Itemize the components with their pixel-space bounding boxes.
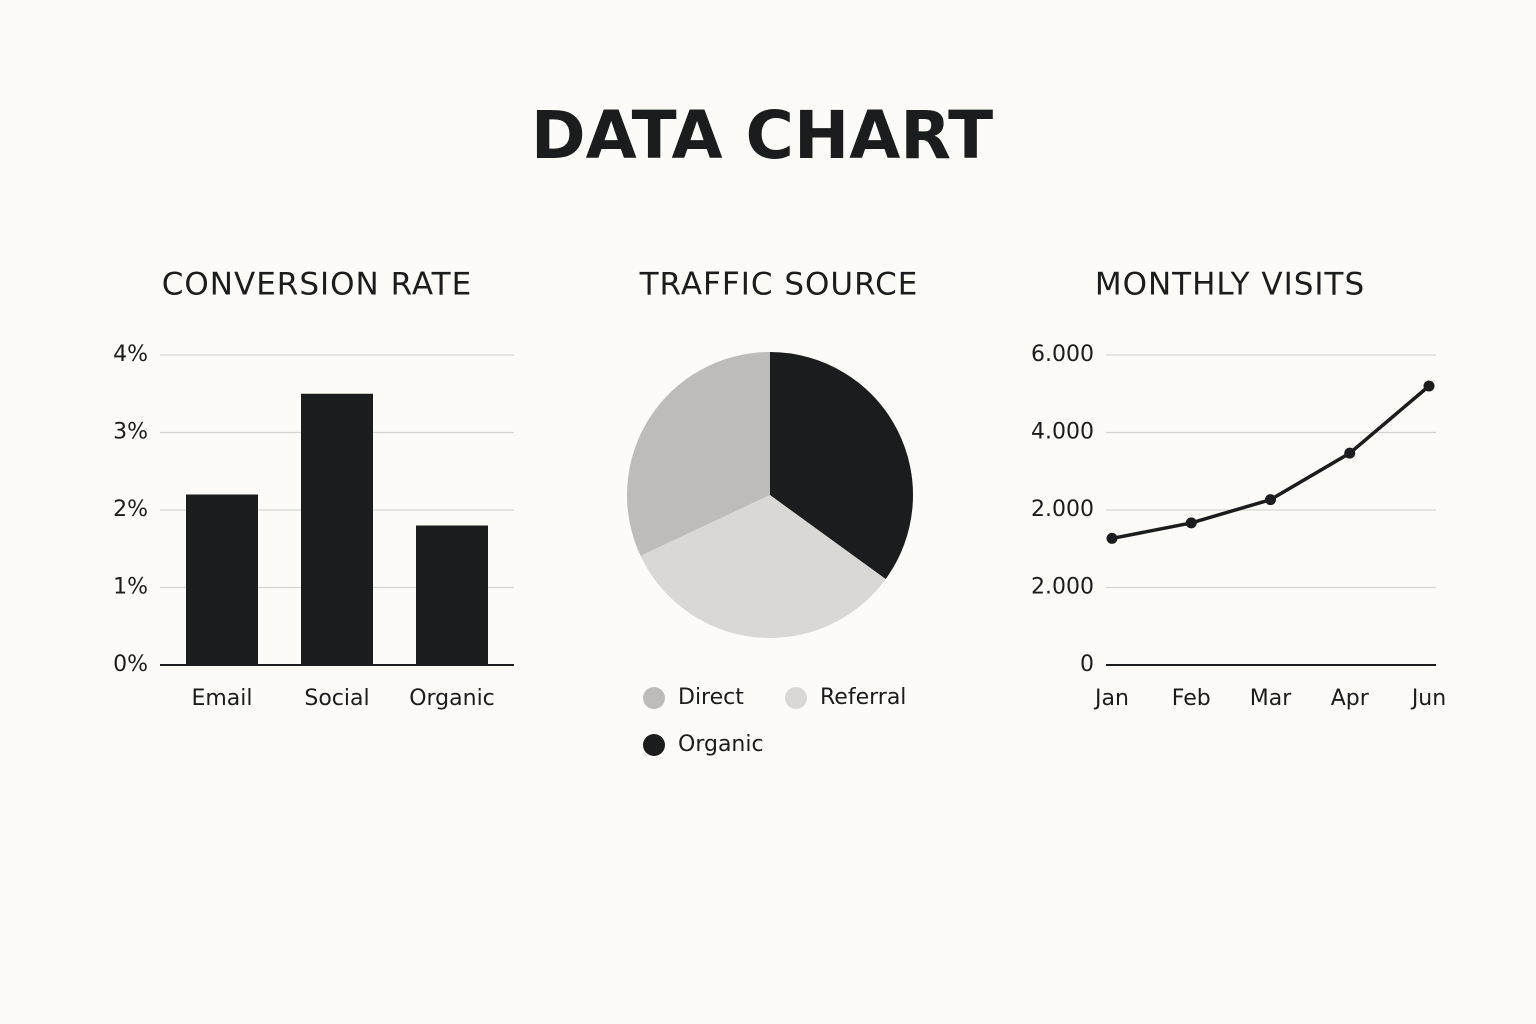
pie-slice: [640, 495, 886, 638]
point: [1344, 447, 1356, 459]
x-tick-label: Jun: [1410, 686, 1446, 711]
x-tick-label: Feb: [1172, 686, 1211, 711]
legend-label: Direct: [678, 685, 744, 710]
pie-slice: [770, 352, 913, 580]
y-tick-label: 1%: [113, 575, 148, 600]
y-tick-label: 2.000: [1031, 575, 1094, 600]
chart-title: CONVERSION RATE: [162, 267, 472, 303]
x-tick-label: Social: [304, 686, 369, 711]
y-tick-label: 4%: [113, 342, 148, 367]
bar: [186, 494, 258, 665]
point: [1423, 380, 1435, 392]
legend-swatch: [643, 734, 665, 756]
pie-slice: [627, 352, 770, 556]
chart-title: MONTHLY VISITS: [1095, 267, 1365, 303]
y-tick-label: 0: [1080, 652, 1094, 677]
legend-swatch: [643, 687, 665, 709]
page-title: DATA CHART: [531, 97, 993, 174]
point: [1106, 532, 1118, 544]
y-tick-label: 2.000: [1031, 497, 1094, 522]
bar: [301, 393, 373, 665]
legend-label: Organic: [678, 732, 764, 757]
y-tick-label: 6.000: [1031, 342, 1094, 367]
y-tick-label: 3%: [113, 420, 148, 445]
legend-label: Referral: [820, 685, 906, 710]
bar: [416, 525, 488, 665]
chart-title: TRAFFIC SOURCE: [639, 267, 919, 303]
point: [1185, 517, 1197, 529]
x-tick-label: Organic: [409, 686, 495, 711]
x-tick-label: Apr: [1331, 686, 1370, 711]
legend-swatch: [785, 687, 807, 709]
x-tick-label: Email: [191, 686, 252, 711]
x-tick-label: Mar: [1250, 686, 1292, 711]
y-tick-label: 4.000: [1031, 420, 1094, 445]
y-tick-label: 0%: [113, 652, 148, 677]
x-tick-label: Jan: [1093, 686, 1129, 711]
y-tick-label: 2%: [113, 497, 148, 522]
point: [1265, 494, 1276, 506]
